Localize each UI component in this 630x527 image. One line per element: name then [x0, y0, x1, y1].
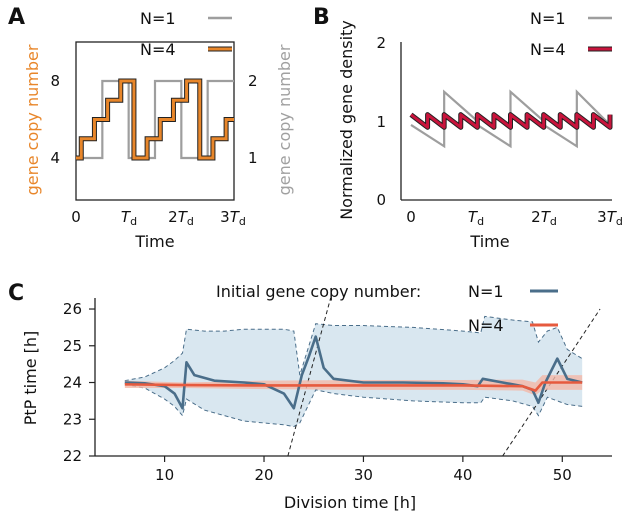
panel-c-legend-label-n4: N=4: [468, 316, 504, 335]
panel-letter-c: C: [8, 281, 24, 306]
panel-a-ytick-right-1: 1: [248, 149, 258, 167]
panel-c-band-n1: [124, 316, 583, 427]
panel-c-legend-title: Initial gene copy number:: [216, 282, 421, 301]
panel-a-legend-label-n4: N=4: [140, 40, 176, 59]
panel-c-xtick-20: 20: [254, 466, 273, 484]
panel-b-ytick-2: 2: [376, 34, 386, 52]
panel-a-xtick-3td: 3Td: [220, 208, 246, 228]
panel-c-xtick-10: 10: [155, 466, 174, 484]
panel-c-band-n1-upper: [124, 315, 583, 382]
panel-a-xtick-2td: 2Td: [168, 208, 194, 228]
panel-c-xtick-40: 40: [453, 466, 472, 484]
panel-a-xtick-td: Td: [121, 208, 137, 228]
panel-b-xlabel: Time: [469, 232, 509, 251]
panel-c-guide-line-1: [287, 298, 332, 456]
panel-b-ylabel: Normalized gene density: [337, 20, 356, 220]
panel-a-ylabel-right: gene copy number: [275, 44, 294, 195]
panel-b-legend-label-n4: N=4: [530, 40, 566, 59]
panel-b-xtick-2td: 2Td: [531, 208, 557, 228]
panel-a-series-n1: [76, 79, 234, 160]
panel-b-ytick-0: 0: [376, 191, 386, 209]
panel-c-ytick-25: 25: [63, 337, 82, 355]
panel-a-xlabel: Time: [134, 232, 174, 251]
panel-c-ylabel: PtP time [h]: [21, 331, 40, 426]
panel-a-ytick-right-2: 2: [248, 72, 258, 90]
panel-c-xtick-30: 30: [354, 466, 373, 484]
panel-b-xtick-0: 0: [406, 208, 416, 226]
panel-a-ylabel-left: gene copy number: [23, 44, 42, 195]
panel-c-ytick-22: 22: [63, 447, 82, 465]
panel-letter-a: A: [8, 5, 25, 30]
panel-c-chart: 10 20 30 40 50 22 23 24 25 26 Division time [h] P…: [21, 282, 612, 512]
panel-c-series-n4: [124, 381, 583, 392]
panel-a-xtick-0: 0: [71, 208, 81, 226]
panel-b-xtick-3td: 3Td: [597, 208, 623, 228]
panel-a-legend-label-n1: N=1: [140, 9, 176, 28]
panel-b-xtick-td: Td: [468, 208, 484, 228]
panel-c-legend-label-n1: N=1: [468, 282, 504, 301]
panel-c-ytick-26: 26: [63, 300, 82, 318]
panel-c-xtick-50: 50: [553, 466, 572, 484]
panel-a-series-n4: [76, 79, 234, 160]
panel-b-chart: 2 1 0 0 Td 2Td 3Td Time Normalized gene …: [337, 9, 623, 251]
panel-c-xlabel: Division time [h]: [284, 493, 416, 512]
panel-a-chart: 8 4 2 1 0 Td 2Td 3Td Time gene copy numb…: [23, 9, 294, 251]
panel-b-series-n4: [410, 113, 612, 129]
panel-b-ytick-1: 1: [376, 113, 386, 131]
panel-c-band-n1-lower: [124, 383, 583, 428]
panel-c-ytick-23: 23: [63, 410, 82, 428]
panel-a-ytick-4: 4: [50, 149, 60, 167]
panel-a-ytick-8: 8: [50, 72, 60, 90]
panel-b-legend-label-n1: N=1: [530, 9, 566, 28]
panel-c-ytick-24: 24: [63, 374, 82, 392]
panel-letter-b: B: [313, 5, 330, 30]
panel-c-guide-line-2: [502, 308, 601, 456]
